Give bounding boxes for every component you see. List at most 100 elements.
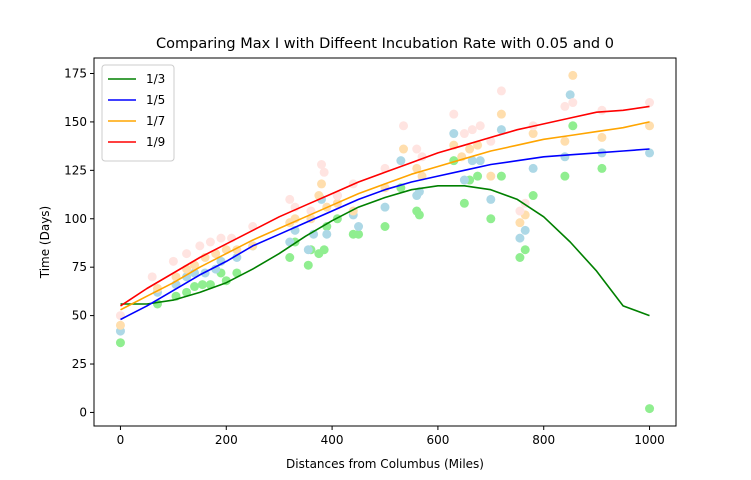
data-point-series-2-27: [496, 109, 506, 119]
data-point-series-0-31: [520, 245, 530, 255]
data-point-series-3-18: [412, 144, 422, 154]
data-point-series-3-25: [496, 86, 506, 96]
legend-entry-label: 1/7: [146, 114, 165, 128]
legend-entry-label: 1/9: [146, 135, 165, 149]
data-point-series-2-4: [190, 260, 200, 270]
data-point-series-0-35: [597, 163, 607, 173]
y-tick-label: 150: [64, 115, 87, 129]
y-axis: 0 25 50 75 100 125 150 175: [64, 66, 94, 419]
y-tick-label: 25: [72, 357, 87, 371]
legend-entry-label: 1/3: [146, 72, 165, 86]
data-point-series-3-9: [285, 194, 295, 204]
data-point-series-3-5: [205, 237, 215, 247]
data-point-series-2-32: [568, 70, 578, 80]
data-point-series-0-27: [473, 171, 483, 181]
series-line-3: [120, 105, 650, 307]
x-tick-label: 800: [532, 433, 555, 447]
data-point-series-3-20: [449, 109, 459, 119]
data-point-series-3-3: [182, 249, 192, 259]
y-axis-label: Time (Days): [38, 206, 52, 280]
data-point-series-3-12: [317, 160, 327, 170]
data-point-series-1-27: [486, 194, 496, 204]
legend-entry-label: 1/5: [146, 93, 165, 107]
data-point-series-3-31: [597, 105, 607, 115]
data-point-series-0-15: [319, 245, 329, 255]
data-point-series-2-14: [317, 179, 327, 189]
series-line-0: [120, 185, 650, 317]
data-point-series-2-0: [115, 320, 125, 330]
data-point-series-3-17: [399, 121, 409, 131]
data-point-series-3-21: [459, 129, 469, 139]
data-point-series-2-33: [597, 132, 607, 142]
data-point-series-1-24: [459, 175, 469, 185]
data-point-series-3-32: [645, 98, 655, 108]
data-point-series-1-25: [467, 156, 477, 166]
y-tick-label: 0: [79, 405, 87, 419]
data-point-series-1-12: [303, 245, 313, 255]
data-point-series-3-6: [216, 233, 226, 243]
data-point-series-1-30: [520, 225, 530, 235]
data-point-series-1-28: [496, 125, 506, 135]
data-point-series-2-25: [473, 140, 483, 150]
data-point-series-0-32: [528, 191, 538, 201]
data-point-series-3-14: [332, 191, 342, 201]
y-tick-label: 100: [64, 212, 87, 226]
data-point-series-1-18: [354, 222, 364, 232]
data-point-series-2-28: [515, 218, 525, 228]
data-point-series-3-22: [467, 125, 477, 135]
plot-frame: [93, 57, 677, 427]
x-tick-label: 600: [426, 433, 449, 447]
data-point-series-2-30: [528, 129, 538, 139]
data-point-series-0-3: [182, 287, 192, 297]
data-point-series-1-19: [380, 202, 390, 212]
data-point-series-3-1: [147, 272, 157, 282]
data-point-series-1-23: [449, 129, 459, 139]
data-point-series-0-25: [459, 198, 469, 208]
data-point-series-0-0: [115, 338, 125, 348]
data-point-series-0-12: [303, 260, 313, 270]
x-tick-label: 400: [321, 433, 344, 447]
data-point-series-0-29: [496, 171, 506, 181]
data-point-series-2-34: [645, 121, 655, 131]
data-point-series-1-3: [182, 272, 192, 282]
data-point-series-3-29: [560, 101, 570, 111]
x-tick-label: 1000: [634, 433, 665, 447]
y-tick-label: 125: [64, 163, 87, 177]
y-tick-label: 175: [64, 66, 87, 80]
data-point-series-0-23: [414, 210, 424, 220]
data-point-series-1-6: [211, 264, 221, 274]
data-point-series-0-36: [645, 404, 655, 414]
data-point-series-3-26: [515, 206, 525, 216]
x-tick-label: 0: [117, 433, 125, 447]
data-point-series-0-5: [197, 280, 207, 290]
x-tick-label: 200: [215, 433, 238, 447]
y-tick-label: 50: [72, 309, 87, 323]
data-point-series-1-31: [528, 163, 538, 173]
x-axis: 0 200 400 600 800 1000: [117, 426, 665, 447]
series-lines: [120, 105, 650, 321]
legend-box: [101, 64, 175, 162]
data-point-series-3-2: [168, 256, 178, 266]
series-line-1: [120, 148, 650, 321]
data-point-series-0-30: [515, 252, 525, 262]
data-point-series-2-20: [412, 163, 422, 173]
data-point-series-3-4: [195, 241, 205, 251]
y-tick-label: 75: [72, 260, 87, 274]
data-point-series-3-24: [486, 136, 496, 146]
data-point-series-0-4: [190, 282, 200, 292]
data-point-series-0-34: [568, 121, 578, 131]
data-point-series-0-33: [560, 171, 570, 181]
legend: 1/3 1/5 1/7 1/9: [101, 64, 175, 162]
data-point-series-3-13: [319, 167, 329, 177]
data-point-series-1-8: [232, 252, 242, 262]
chart-title: Comparing Max I with Diffeent Incubation…: [156, 36, 614, 52]
data-point-series-3-30: [568, 98, 578, 108]
series-line-2: [120, 121, 650, 311]
data-point-series-0-19: [354, 229, 364, 239]
data-point-series-1-20: [396, 156, 406, 166]
data-point-series-1-26: [475, 156, 485, 166]
data-point-series-1-33: [565, 90, 575, 100]
data-point-series-1-35: [645, 148, 655, 158]
data-point-series-1-29: [515, 233, 525, 243]
